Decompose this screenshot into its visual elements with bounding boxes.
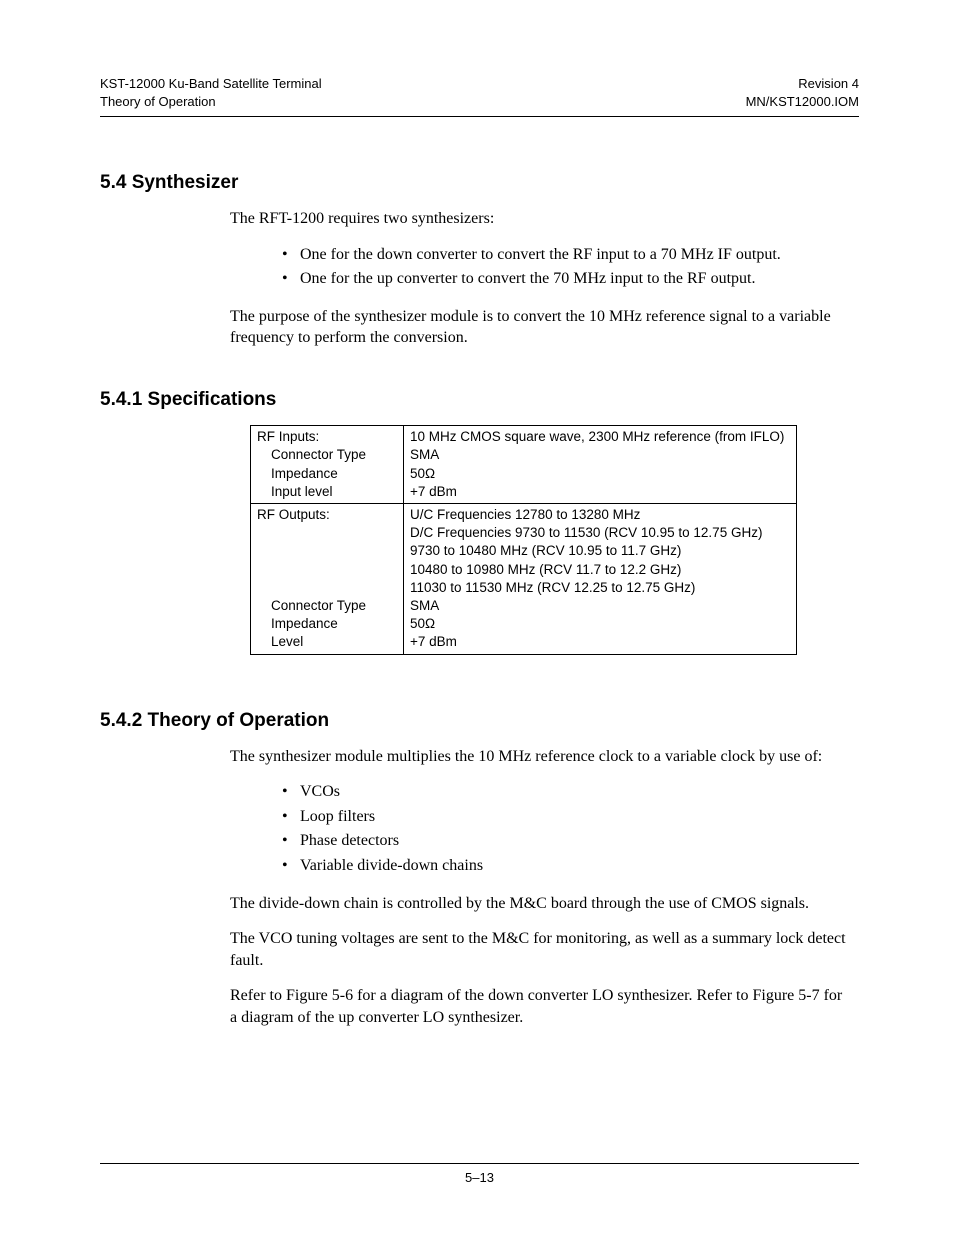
header-right: Revision 4 MN/KST12000.IOM bbox=[746, 75, 859, 110]
table-cell-params: RF Inputs: Connector Type Impedance Inpu… bbox=[251, 426, 404, 504]
bullet-list: One for the down converter to convert th… bbox=[230, 244, 849, 290]
page-number: 5–13 bbox=[100, 1170, 859, 1185]
header-left-line: KST-12000 Ku-Band Satellite Terminal bbox=[100, 75, 322, 93]
spec-value: SMA bbox=[410, 446, 790, 464]
paragraph: The synthesizer module multiplies the 10… bbox=[230, 746, 849, 768]
spec-param-sub: Connector Type bbox=[257, 446, 397, 464]
spec-param-sub: Impedance bbox=[257, 615, 397, 633]
spec-spacer bbox=[257, 542, 397, 560]
list-item: Loop filters bbox=[282, 806, 849, 828]
section-theory-body: The synthesizer module multiplies the 10… bbox=[230, 746, 849, 1029]
list-item: One for the up converter to convert the … bbox=[282, 268, 849, 290]
paragraph: Refer to Figure 5-6 for a diagram of the… bbox=[230, 985, 849, 1028]
spec-value: 10480 to 10980 MHz (RCV 11.7 to 12.2 GHz… bbox=[410, 561, 790, 579]
spec-value: +7 dBm bbox=[410, 483, 790, 501]
heading-theory: 5.4.2 Theory of Operation bbox=[100, 710, 859, 732]
spec-spacer bbox=[257, 579, 397, 597]
spec-param-sub: Input level bbox=[257, 483, 397, 501]
spec-value: D/C Frequencies 9730 to 11530 (RCV 10.95… bbox=[410, 524, 790, 542]
spec-value: U/C Frequencies 12780 to 13280 MHz bbox=[410, 506, 790, 524]
paragraph: The RFT-1200 requires two synthesizers: bbox=[230, 208, 849, 230]
specifications-table: RF Inputs: Connector Type Impedance Inpu… bbox=[250, 425, 797, 655]
header-left: KST-12000 Ku-Band Satellite Terminal The… bbox=[100, 75, 322, 110]
spec-value: 11030 to 11530 MHz (RCV 12.25 to 12.75 G… bbox=[410, 579, 790, 597]
spec-value: 9730 to 10480 MHz (RCV 10.95 to 11.7 GHz… bbox=[410, 542, 790, 560]
spec-value: +7 dBm bbox=[410, 633, 790, 651]
spec-value: 50Ω bbox=[410, 615, 790, 633]
paragraph: The VCO tuning voltages are sent to the … bbox=[230, 928, 849, 971]
header-right-line: MN/KST12000.IOM bbox=[746, 93, 859, 111]
spec-value: 10 MHz CMOS square wave, 2300 MHz refere… bbox=[410, 428, 790, 446]
table-cell-values: 10 MHz CMOS square wave, 2300 MHz refere… bbox=[404, 426, 797, 504]
table-row: RF Inputs: Connector Type Impedance Inpu… bbox=[251, 426, 797, 504]
list-item: Phase detectors bbox=[282, 830, 849, 852]
spec-param-sub: Connector Type bbox=[257, 597, 397, 615]
spec-value: 50Ω bbox=[410, 465, 790, 483]
spec-spacer bbox=[257, 561, 397, 579]
page-header: KST-12000 Ku-Band Satellite Terminal The… bbox=[100, 75, 859, 110]
list-item: Variable divide-down chains bbox=[282, 855, 849, 877]
spec-param-main: RF Inputs: bbox=[257, 428, 397, 446]
section-synthesizer-body: The RFT-1200 requires two synthesizers: … bbox=[230, 208, 849, 349]
page-footer: 5–13 bbox=[100, 1163, 859, 1185]
heading-synthesizer: 5.4 Synthesizer bbox=[100, 172, 859, 194]
header-right-line: Revision 4 bbox=[746, 75, 859, 93]
list-item: VCOs bbox=[282, 781, 849, 803]
spec-spacer bbox=[257, 524, 397, 542]
header-left-line: Theory of Operation bbox=[100, 93, 322, 111]
bullet-list: VCOs Loop filters Phase detectors Variab… bbox=[230, 781, 849, 876]
paragraph: The divide-down chain is controlled by t… bbox=[230, 893, 849, 915]
footer-rule bbox=[100, 1163, 859, 1164]
table-row: RF Outputs: Connector Type Impedance Lev… bbox=[251, 503, 797, 654]
spec-value: SMA bbox=[410, 597, 790, 615]
spec-param-main: RF Outputs: bbox=[257, 506, 397, 524]
heading-specifications: 5.4.1 Specifications bbox=[100, 389, 859, 411]
page: KST-12000 Ku-Band Satellite Terminal The… bbox=[0, 0, 954, 1235]
table-cell-params: RF Outputs: Connector Type Impedance Lev… bbox=[251, 503, 404, 654]
paragraph: The purpose of the synthesizer module is… bbox=[230, 306, 849, 349]
header-rule bbox=[100, 116, 859, 117]
spec-param-sub: Impedance bbox=[257, 465, 397, 483]
list-item: One for the down converter to convert th… bbox=[282, 244, 849, 266]
table-cell-values: U/C Frequencies 12780 to 13280 MHz D/C F… bbox=[404, 503, 797, 654]
spec-param-sub: Level bbox=[257, 633, 397, 651]
